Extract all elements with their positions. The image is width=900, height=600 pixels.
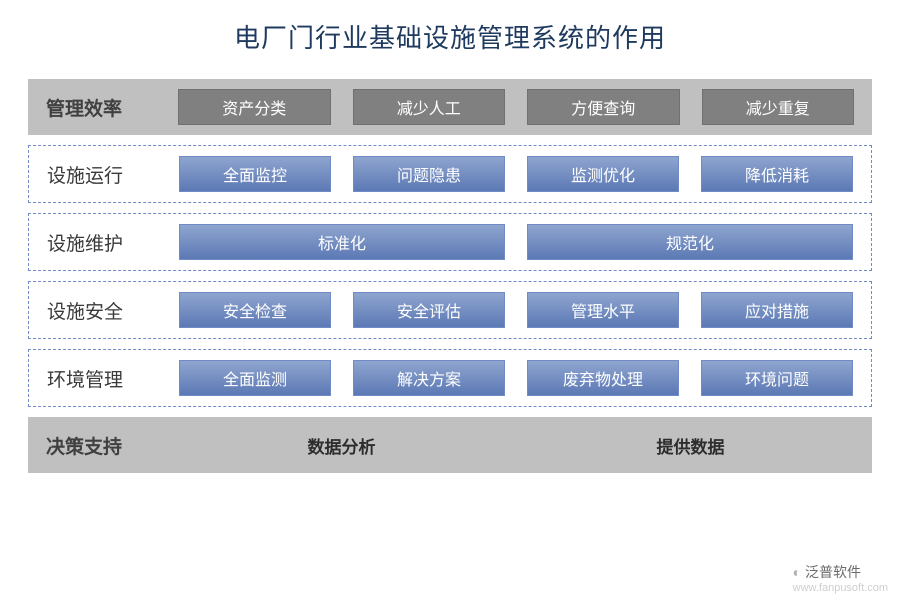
row-items: 安全检查安全评估管理水平应对措施	[179, 282, 871, 338]
chip: 解决方案	[353, 360, 505, 396]
chip: 降低消耗	[701, 156, 853, 192]
row-4: 环境管理全面监测解决方案废弃物处理环境问题	[28, 349, 872, 407]
watermark-icon: ◐	[793, 564, 801, 580]
row-label: 决策支持	[28, 432, 178, 459]
chip: 减少重复	[702, 89, 855, 125]
chip: 应对措施	[701, 292, 853, 328]
page-title: 电厂门行业基础设施管理系统的作用	[28, 18, 872, 55]
chip: 减少人工	[353, 89, 506, 125]
rows-container: 管理效率资产分类减少人工方便查询减少重复设施运行全面监控问题隐患监测优化降低消耗…	[28, 79, 872, 473]
row-1: 设施运行全面监控问题隐患监测优化降低消耗	[28, 145, 872, 203]
row-3: 设施安全安全检查安全评估管理水平应对措施	[28, 281, 872, 339]
watermark-url: www.fanpusoft.com	[793, 582, 888, 594]
watermark-brand: 泛普软件	[805, 564, 861, 580]
chip: 标准化	[179, 224, 505, 260]
chip: 全面监测	[179, 360, 331, 396]
chip: 全面监控	[179, 156, 331, 192]
row-label: 管理效率	[28, 94, 178, 121]
chip: 提供数据	[527, 433, 854, 458]
row-label: 设施安全	[29, 297, 179, 324]
chip: 资产分类	[178, 89, 331, 125]
row-items: 全面监控问题隐患监测优化降低消耗	[179, 146, 871, 202]
chip: 数据分析	[178, 433, 505, 458]
chip: 方便查询	[527, 89, 680, 125]
chip: 环境问题	[701, 360, 853, 396]
row-label: 设施运行	[29, 161, 179, 188]
chip: 安全检查	[179, 292, 331, 328]
chip: 问题隐患	[353, 156, 505, 192]
row-2: 设施维护标准化规范化	[28, 213, 872, 271]
row-0: 管理效率资产分类减少人工方便查询减少重复	[28, 79, 872, 135]
chip: 废弃物处理	[527, 360, 679, 396]
chip: 管理水平	[527, 292, 679, 328]
row-items: 标准化规范化	[179, 214, 871, 270]
row-items: 全面监测解决方案废弃物处理环境问题	[179, 350, 871, 406]
row-items: 数据分析提供数据	[178, 423, 872, 468]
chip: 规范化	[527, 224, 853, 260]
row-5: 决策支持数据分析提供数据	[28, 417, 872, 473]
watermark: ◐ 泛普软件 www.fanpusoft.com	[793, 562, 888, 594]
row-label: 设施维护	[29, 229, 179, 256]
row-items: 资产分类减少人工方便查询减少重复	[178, 79, 872, 135]
chip: 监测优化	[527, 156, 679, 192]
row-label: 环境管理	[29, 365, 179, 392]
chip: 安全评估	[353, 292, 505, 328]
